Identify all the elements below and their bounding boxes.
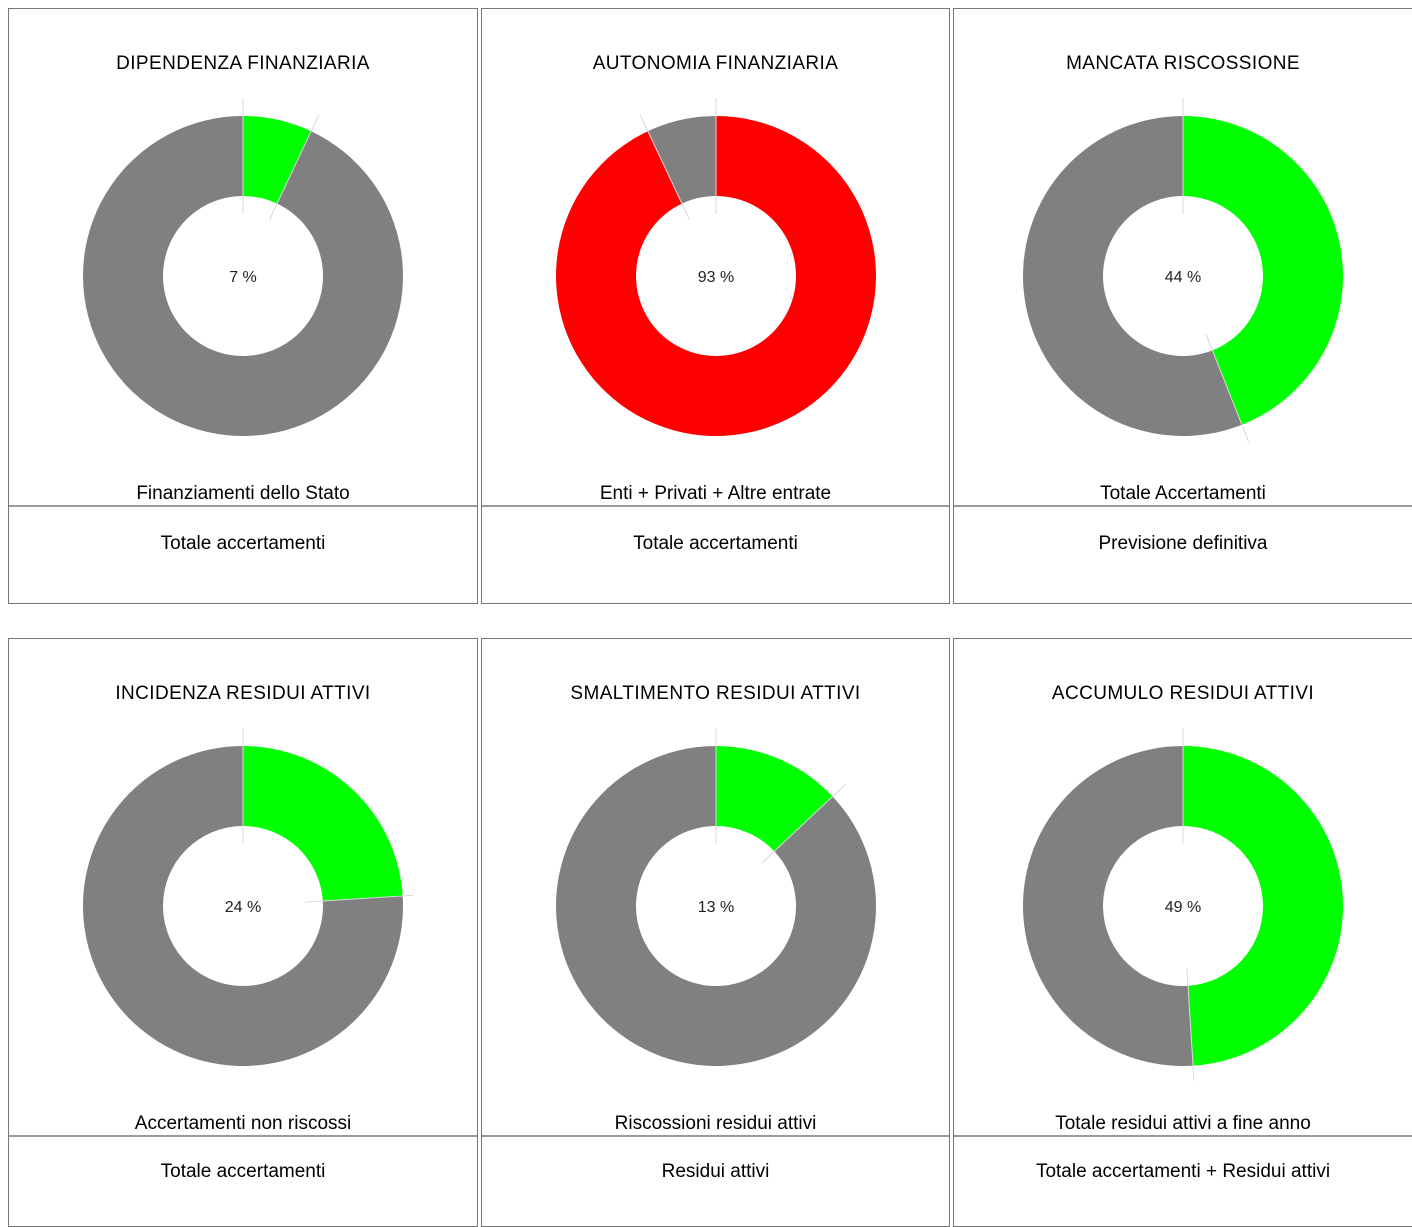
indicator-cell: SMALTIMENTO RESIDUI ATTIVI 13 % Riscossi… — [481, 638, 950, 1227]
center-percentage-label: 24 % — [225, 899, 261, 916]
center-percentage-label: 93 % — [697, 269, 733, 286]
denominator-label: Totale accertamenti — [160, 1161, 326, 1182]
numerator-label: Riscossioni residui attivi — [614, 1113, 817, 1134]
donut-chart: 7 % — [82, 98, 404, 436]
donut-slice — [555, 746, 876, 1066]
chart-panel: INCIDENZA RESIDUI ATTIVI 24 % Accertamen… — [9, 639, 477, 1137]
slice-divider — [1205, 333, 1249, 442]
donut-slice — [1023, 116, 1242, 436]
donut-chart: 49 % — [1022, 728, 1343, 1081]
denominator-label: Totale accertamenti — [633, 533, 798, 554]
donut-slice — [1022, 746, 1194, 1066]
donut-slice — [555, 116, 876, 436]
donut-slice — [715, 746, 833, 852]
chart-title: INCIDENZA RESIDUI ATTIVI — [115, 683, 371, 704]
donut-slice — [1183, 746, 1343, 1066]
indicator-cell: DIPENDENZA FINANZIARIA 7 % Finanziamenti… — [8, 8, 478, 604]
chart-title: SMALTIMENTO RESIDUI ATTIVI — [570, 683, 861, 704]
slice-divider — [1186, 967, 1195, 1081]
indicator-cell: INCIDENZA RESIDUI ATTIVI 24 % Accertamen… — [8, 638, 478, 1227]
denominator-label: Previsione definitiva — [1098, 533, 1268, 554]
chart-panel: MANCATA RISCOSSIONE 44 % Totale Accertam… — [954, 9, 1412, 507]
donut-chart: 24 % — [82, 728, 413, 1066]
center-percentage-label: 7 % — [229, 269, 257, 286]
donut-slice — [82, 116, 404, 436]
slice-divider — [639, 114, 690, 221]
numerator-label: Accertamenti non riscossi — [134, 1113, 352, 1134]
slice-divider — [304, 894, 413, 903]
indicator-cell: ACCUMULO RESIDUI ATTIVI 49 % Totale resi… — [953, 638, 1412, 1227]
chart-panel: AUTONOMIA FINANZIARIA 93 % Enti + Privat… — [482, 9, 949, 507]
center-percentage-label: 44 % — [1165, 269, 1201, 286]
chart-panel: ACCUMULO RESIDUI ATTIVI 49 % Totale resi… — [954, 639, 1412, 1137]
indicator-cell: AUTONOMIA FINANZIARIA 93 % Enti + Privat… — [481, 8, 950, 604]
chart-title: MANCATA RISCOSSIONE — [1066, 53, 1300, 74]
numerator-label: Finanziamenti dello Stato — [136, 483, 350, 504]
donut-slice — [82, 746, 403, 1066]
slice-divider — [760, 783, 846, 864]
denominator-label: Residui attivi — [661, 1161, 770, 1182]
chart-title: ACCUMULO RESIDUI ATTIVI — [1051, 683, 1315, 704]
chart-title: AUTONOMIA FINANZIARIA — [592, 53, 839, 74]
indicator-cell: MANCATA RISCOSSIONE 44 % Totale Accertam… — [953, 8, 1412, 604]
denominator-label: Totale accertamenti + Residui attivi — [1035, 1161, 1331, 1182]
center-percentage-label: 49 % — [1165, 899, 1201, 916]
chart-panel: DIPENDENZA FINANZIARIA 7 % Finanziamenti… — [9, 9, 477, 507]
donut-chart: 44 % — [1023, 98, 1343, 442]
numerator-label: Enti + Privati + Altre entrate — [599, 483, 832, 504]
numerator-label: Totale residui attivi a fine anno — [1055, 1113, 1311, 1134]
donut-slice — [243, 746, 403, 901]
donut-slice — [647, 116, 716, 204]
donut-chart: 13 % — [555, 728, 876, 1066]
denominator-label: Totale accertamenti — [160, 533, 326, 554]
chart-panel: SMALTIMENTO RESIDUI ATTIVI 13 % Riscossi… — [482, 639, 949, 1137]
center-percentage-label: 13 % — [697, 899, 733, 916]
numerator-label: Totale Accertamenti — [1100, 483, 1266, 504]
indicator-row-1: DIPENDENZA FINANZIARIA 7 % Finanziamenti… — [8, 8, 1412, 604]
donut-slice — [243, 116, 312, 204]
donut-chart: 93 % — [555, 98, 876, 436]
donut-slice — [1183, 116, 1343, 425]
slice-divider — [268, 114, 320, 221]
indicator-row-2: INCIDENZA RESIDUI ATTIVI 24 % Accertamen… — [8, 638, 1412, 1227]
chart-title: DIPENDENZA FINANZIARIA — [116, 53, 370, 74]
